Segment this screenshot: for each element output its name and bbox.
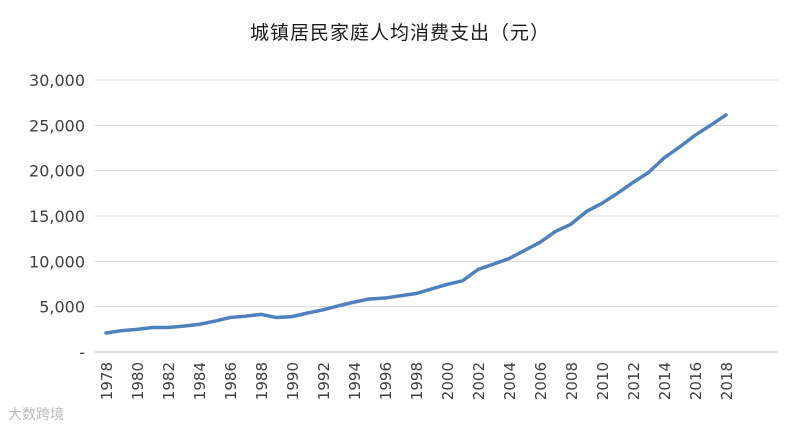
- data-point: [477, 268, 480, 271]
- data-point: [353, 301, 356, 304]
- watermark-logo: 大数跨境: [8, 407, 64, 423]
- data-point: [198, 323, 201, 326]
- data-point: [678, 146, 681, 149]
- x-tick-label: 2018: [718, 362, 736, 400]
- x-tick-label: 2016: [687, 362, 705, 400]
- data-point: [167, 326, 170, 329]
- data-point: [151, 326, 154, 329]
- data-point: [446, 283, 449, 286]
- data-point: [322, 308, 325, 311]
- x-tick-label: 2014: [656, 362, 674, 400]
- data-point: [291, 315, 294, 318]
- data-point: [539, 241, 542, 244]
- data-point: [384, 297, 387, 300]
- data-point: [415, 292, 418, 295]
- x-tick-label: 1980: [129, 362, 147, 400]
- data-point: [461, 279, 464, 282]
- data-point: [260, 313, 263, 316]
- data-point: [213, 320, 216, 323]
- x-tick-label: 1984: [191, 362, 209, 400]
- y-tick-label: 10,000: [29, 252, 85, 271]
- x-tick-label: 1998: [408, 362, 426, 400]
- data-point: [570, 223, 573, 226]
- y-tick-label: 20,000: [29, 162, 85, 181]
- data-point: [105, 331, 108, 334]
- x-tick-label: 1992: [315, 362, 333, 400]
- data-point: [709, 124, 712, 127]
- data-point: [492, 263, 495, 266]
- x-tick-label: 1988: [253, 362, 271, 400]
- x-tick-label: 2008: [563, 362, 581, 400]
- data-point: [647, 171, 650, 174]
- x-tick-label: 2004: [501, 362, 519, 400]
- data-point: [632, 181, 635, 184]
- data-point: [601, 202, 604, 205]
- data-point: [337, 304, 340, 307]
- data-point: [430, 287, 433, 290]
- data-point: [616, 192, 619, 195]
- data-point: [523, 249, 526, 252]
- data-point: [229, 316, 232, 319]
- x-tick-label: 2006: [532, 362, 550, 400]
- data-point: [399, 294, 402, 297]
- x-tick-label: 2012: [625, 362, 643, 400]
- chart-title: 城镇居民家庭人均消费支出（元）: [249, 22, 550, 44]
- x-tick-label: 2000: [439, 362, 457, 400]
- data-point: [182, 325, 185, 328]
- x-tick-label: 1994: [346, 362, 364, 400]
- y-tick-label: 5,000: [39, 298, 85, 317]
- y-tick-label: 30,000: [29, 71, 85, 90]
- data-point: [508, 257, 511, 260]
- x-tick-label: 1986: [222, 362, 240, 400]
- data-point: [275, 316, 278, 319]
- x-tick-label: 1978: [98, 362, 116, 400]
- y-tick-label: 15,000: [29, 207, 85, 226]
- data-point: [663, 156, 666, 159]
- data-point: [554, 230, 557, 233]
- series-line: [104, 113, 728, 335]
- x-tick-label: 1996: [377, 362, 395, 400]
- data-point: [306, 312, 309, 315]
- data-point: [368, 297, 371, 300]
- y-tick-label: -: [79, 343, 85, 362]
- x-tick-label: 1990: [284, 362, 302, 400]
- data-point: [694, 134, 697, 137]
- x-tick-label: 2002: [470, 362, 488, 400]
- data-point: [136, 328, 139, 331]
- x-tick-label: 1982: [160, 362, 178, 400]
- data-point: [725, 113, 728, 116]
- data-point: [244, 315, 247, 318]
- data-point: [585, 210, 588, 213]
- data-point: [120, 329, 123, 332]
- y-tick-label: 25,000: [29, 116, 85, 135]
- x-tick-label: 2010: [594, 362, 612, 400]
